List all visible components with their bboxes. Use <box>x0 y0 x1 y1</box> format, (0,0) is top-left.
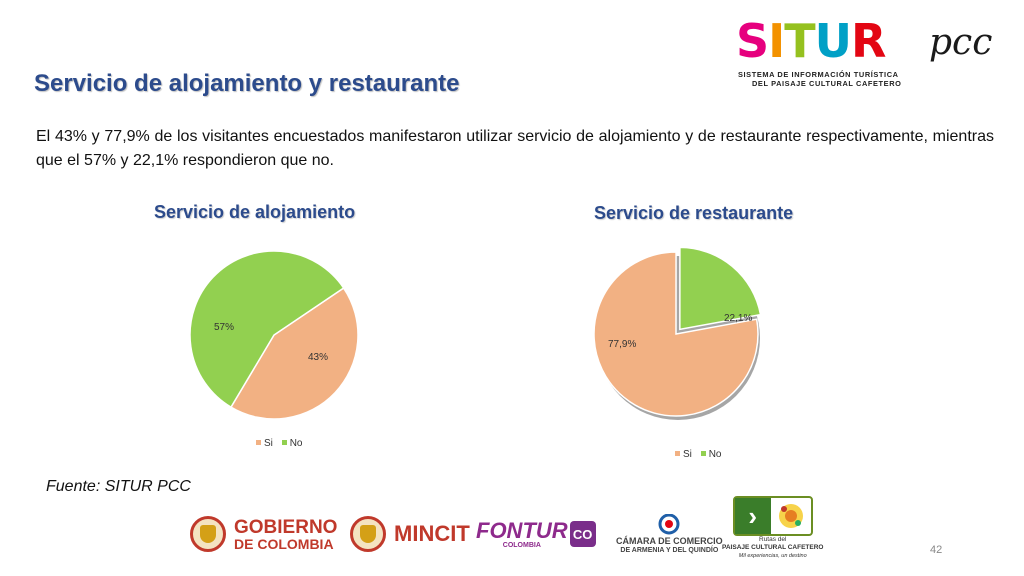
pie-data-label: 77,9% <box>608 339 636 350</box>
pie-chart-restaurante: 77,9% 22,1% <box>593 246 762 420</box>
camara-emblem-icon <box>658 514 680 535</box>
page-number: 42 <box>930 544 943 556</box>
legend-label-no: No <box>289 438 303 449</box>
page-title: Servicio de alojamiento y restaurante <box>34 70 460 97</box>
fontur-label: FONTUR <box>476 517 568 543</box>
logo-letter: U <box>814 14 852 68</box>
camara-line2: DE ARMENIA Y DEL QUINDÍO <box>620 547 719 554</box>
source-note: Fuente: SITUR PCC <box>46 478 191 495</box>
legend-swatch-no <box>700 451 706 457</box>
logo-subtitle: SISTEMA DE INFORMACIÓN TURÍSTICA DEL PAI… <box>738 70 901 88</box>
pie-chart-alojamiento: 43% 57% <box>189 250 359 420</box>
colombia-seal-icon <box>350 516 386 552</box>
flower-icon <box>778 504 803 528</box>
logo-letter: S <box>736 14 769 68</box>
legend-restaurante: Si No <box>669 449 721 460</box>
legend-label-si: Si <box>683 449 692 460</box>
logo-letter: T <box>784 14 815 68</box>
mincit-label: MINCIT <box>394 521 470 546</box>
rutas-logo: › Rutas del PAISAJE CULTURAL CAFETERO Mi… <box>722 496 823 562</box>
colombia-seal-icon <box>190 516 226 552</box>
rutas-line2: PAISAJE CULTURAL CAFETERO <box>722 544 824 551</box>
logo-letter: R <box>851 14 886 68</box>
pie-slice-no <box>189 250 345 409</box>
logo-subtitle-line1: SISTEMA DE INFORMACIÓN TURÍSTICA <box>738 70 899 79</box>
gobierno-line2: DE COLOMBIA <box>234 535 334 552</box>
rutas-line1: Rutas del <box>759 536 787 543</box>
pie-data-label: 57% <box>214 322 234 333</box>
arrow-icon: › <box>734 498 771 534</box>
legend-label-no: No <box>708 449 722 460</box>
rutas-line3: Mil experiencias, un destino <box>738 553 807 559</box>
chart-title-alojamiento: Servicio de alojamiento <box>154 202 356 222</box>
legend-swatch-no <box>281 440 287 446</box>
camara-line1: CÁMARA DE COMERCIO <box>616 536 723 546</box>
pie-slice-si <box>593 251 759 417</box>
co-badge: CO <box>569 521 596 547</box>
legend-swatch-si <box>256 440 261 446</box>
logo-letter: I <box>768 14 785 68</box>
camara-logo: CÁMARA DE COMERCIO DE ARMENIA Y DEL QUIN… <box>616 512 723 556</box>
legend-alojamiento: Si No <box>250 438 302 449</box>
logo-wordmark: SITUR <box>736 18 1004 64</box>
pie-slice-no <box>679 246 762 331</box>
pie-slice-si <box>229 286 359 420</box>
summary-paragraph: El 43% y 77,9% de los visitantes encuest… <box>36 128 994 169</box>
logo-subtitle-line2: DEL PAISAJE CULTURAL CAFETERO <box>752 79 902 88</box>
pie-data-label: 22,1% <box>724 313 752 324</box>
pie-data-label: 43% <box>308 352 328 363</box>
legend-swatch-si <box>675 451 680 457</box>
gobierno-line1: GOBIERNO <box>234 516 338 538</box>
chart-title-restaurante: Servicio de restaurante <box>594 203 794 223</box>
logo-suffix: pcc <box>929 22 993 63</box>
situr-pcc-logo: SITUR pcc SISTEMA DE INFORMACIÓN TURÍSTI… <box>736 18 1004 88</box>
mincit-logo: MINCIT <box>350 512 470 556</box>
fontur-sub: COLOMBIA <box>502 541 541 549</box>
legend-label-si: Si <box>264 438 273 449</box>
gobierno-logo: GOBIERNO DE COLOMBIA <box>190 512 337 556</box>
fontur-logo: FONTUR COLOMBIA CO <box>476 512 596 556</box>
